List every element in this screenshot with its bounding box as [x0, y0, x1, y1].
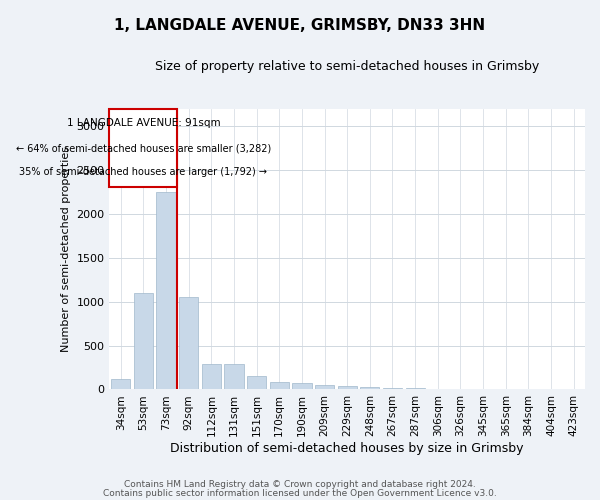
Bar — [383, 388, 402, 390]
Bar — [451, 389, 470, 390]
Text: ← 64% of semi-detached houses are smaller (3,282): ← 64% of semi-detached houses are smalle… — [16, 143, 271, 153]
Bar — [406, 388, 425, 390]
Bar — [292, 384, 311, 390]
Bar — [224, 364, 244, 390]
Bar — [269, 382, 289, 390]
Bar — [157, 192, 176, 390]
Text: 1 LANGDALE AVENUE: 91sqm: 1 LANGDALE AVENUE: 91sqm — [67, 118, 220, 128]
Bar — [247, 376, 266, 390]
Bar — [134, 293, 153, 390]
Bar — [202, 364, 221, 390]
Text: Contains public sector information licensed under the Open Government Licence v3: Contains public sector information licen… — [103, 488, 497, 498]
Bar — [360, 387, 379, 390]
Y-axis label: Number of semi-detached properties: Number of semi-detached properties — [61, 146, 71, 352]
Bar — [315, 384, 334, 390]
Bar — [338, 386, 357, 390]
Text: 35% of semi-detached houses are larger (1,792) →: 35% of semi-detached houses are larger (… — [19, 166, 268, 176]
Title: Size of property relative to semi-detached houses in Grimsby: Size of property relative to semi-detach… — [155, 60, 539, 73]
X-axis label: Distribution of semi-detached houses by size in Grimsby: Distribution of semi-detached houses by … — [170, 442, 524, 455]
Bar — [179, 296, 199, 390]
FancyBboxPatch shape — [109, 109, 178, 188]
Text: 1, LANGDALE AVENUE, GRIMSBY, DN33 3HN: 1, LANGDALE AVENUE, GRIMSBY, DN33 3HN — [115, 18, 485, 32]
Text: Contains HM Land Registry data © Crown copyright and database right 2024.: Contains HM Land Registry data © Crown c… — [124, 480, 476, 489]
Bar — [111, 379, 130, 390]
Bar — [428, 388, 448, 390]
